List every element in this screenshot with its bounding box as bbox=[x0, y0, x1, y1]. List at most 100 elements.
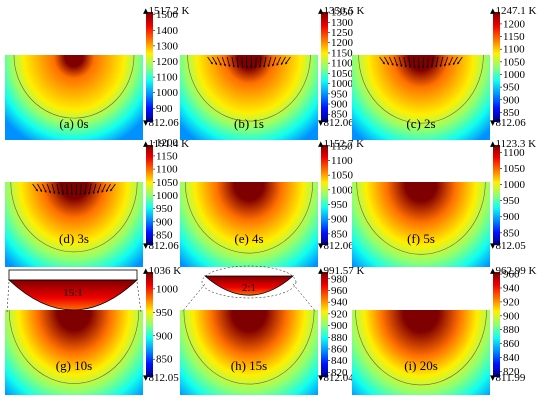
colorbar: 1100 1050 1000 950 900 850 ▴1123.3 K ▾812.05 bbox=[490, 138, 536, 252]
colorbar-gradient bbox=[146, 145, 153, 245]
colorbar-tick-label: 840 bbox=[503, 352, 520, 364]
colorbar-tick-label: 1000 bbox=[156, 283, 179, 295]
colorbar-max-label: ▴1247.1 K bbox=[490, 5, 537, 17]
colorbar-tick-label: 1100 bbox=[331, 155, 353, 167]
temperature-field bbox=[352, 310, 490, 395]
colorbar-tick-label: 860 bbox=[503, 338, 520, 350]
colorbar-tick-label: 950 bbox=[331, 88, 348, 100]
isotherm-contour bbox=[13, 54, 135, 119]
colorbar-tick-label: 1000 bbox=[331, 184, 354, 196]
colorbar-tick-label: 820 bbox=[331, 367, 348, 379]
panel-caption: (a) 0s bbox=[59, 116, 88, 131]
isotherm-contour bbox=[184, 181, 314, 254]
colorbar-gradient bbox=[493, 145, 500, 245]
panel-b: 1350130012501200115011001050100095090085… bbox=[180, 5, 365, 140]
colorbar-gradient bbox=[321, 12, 328, 122]
colorbar-tick-label: 950 bbox=[503, 195, 520, 207]
colorbar-tick-label: 850 bbox=[156, 354, 173, 366]
colorbar-tick-label: 1100 bbox=[503, 44, 525, 56]
colorbar-tick-label: 1250 bbox=[331, 27, 354, 39]
colorbar-gradient bbox=[146, 272, 153, 377]
panel-caption: (d) 3s bbox=[59, 231, 89, 246]
colorbar-tick-label: 1000 bbox=[503, 179, 526, 191]
colorbar-gradient bbox=[146, 12, 153, 122]
isotherm-contour bbox=[187, 54, 311, 122]
colorbar-tick-label: 950 bbox=[503, 82, 520, 94]
isotherm-contour bbox=[183, 309, 315, 385]
colorbar-min-label: ▾812.05 bbox=[490, 240, 526, 252]
colorbar-gradient bbox=[321, 145, 328, 245]
colorbar-tick-label: 1150 bbox=[331, 47, 353, 59]
colorbar-tick-label: 950 bbox=[331, 199, 348, 211]
colorbar-tick-label: 1100 bbox=[156, 164, 178, 176]
colorbar-tick-label: 900 bbox=[331, 320, 348, 332]
colorbar-tick-label: 850 bbox=[503, 107, 520, 119]
colorbar-tick-label: 880 bbox=[503, 324, 520, 336]
isotherm-contour bbox=[8, 309, 140, 384]
colorbar-tick-label: 1050 bbox=[331, 68, 354, 80]
velocity-arrows bbox=[379, 56, 463, 69]
inset-scale-ratio: 15:1 bbox=[63, 287, 83, 299]
colorbar-tick-label: 1150 bbox=[156, 150, 178, 162]
panel-e: 1150 1100 1050 1000 950 900 850 ▴1152.7 K ▾812.0… bbox=[180, 138, 364, 267]
isotherm-contour bbox=[10, 181, 138, 253]
velocity-arrows bbox=[32, 183, 116, 196]
panel-caption: (h) 15s bbox=[231, 358, 267, 373]
colorbar-min-label: ▾811.99 bbox=[490, 372, 526, 384]
colorbar-tick-label: 1150 bbox=[503, 31, 525, 43]
colorbar-min-label: ▾812.06 bbox=[490, 117, 526, 129]
colorbar-min-label: ▾812.06 bbox=[143, 240, 179, 252]
panel-f: 1100 1050 1000 950 900 850 ▴1123.3 K ▾812.05 (f)… bbox=[352, 138, 536, 267]
temperature-field bbox=[180, 182, 318, 267]
colorbar-tick-label: 1200 bbox=[156, 137, 179, 149]
colorbar-tick-label: 1000 bbox=[156, 87, 179, 99]
temperature-field bbox=[5, 310, 143, 395]
colorbar-tick-label: 850 bbox=[331, 228, 348, 240]
colorbar-tick-label: 850 bbox=[331, 109, 348, 121]
temperature-field bbox=[180, 310, 318, 395]
colorbar-tick-label: 1000 bbox=[331, 78, 354, 90]
colorbar-tick-label: 900 bbox=[503, 310, 520, 322]
colorbar-gradient bbox=[493, 272, 500, 377]
colorbar-min-label: ▾812.06 bbox=[318, 240, 354, 252]
colorbar: 1500 1400 1300 1200 1100 1000 900 ▴1517.2 K ▾812… bbox=[143, 5, 190, 129]
colorbar-tick-label: 1300 bbox=[331, 17, 354, 29]
colorbar-tick-label: 1200 bbox=[156, 56, 179, 68]
colorbar: 1350130012501200115011001050100095090085… bbox=[318, 5, 365, 129]
colorbar-tick-label: 840 bbox=[331, 355, 348, 367]
colorbar-tick-label: 920 bbox=[503, 296, 520, 308]
colorbar-tick-label: 1050 bbox=[503, 163, 526, 175]
colorbar-tick-label: 1200 bbox=[331, 37, 354, 49]
panel-a: 1500 1400 1300 1200 1100 1000 900 ▴1517.2 K ▾812… bbox=[5, 5, 190, 140]
colorbar-min-label: ▾812.06 bbox=[318, 117, 354, 129]
colorbar-tick-label: 850 bbox=[156, 229, 173, 241]
colorbar-tick-label: 880 bbox=[331, 332, 348, 344]
panel-caption: (b) 1s bbox=[234, 116, 264, 131]
colorbar-tick-label: 900 bbox=[503, 94, 520, 106]
temperature-field bbox=[5, 182, 143, 267]
colorbar-tick-label: 1050 bbox=[156, 177, 179, 189]
colorbar-gradient bbox=[321, 272, 328, 377]
colorbar-tick-label: 1300 bbox=[156, 40, 179, 52]
colorbar-tick-label: 1400 bbox=[156, 25, 179, 37]
colorbar-tick-label: 1000 bbox=[503, 69, 526, 81]
colorbar-max-label: ▴1123.3 K bbox=[490, 138, 536, 150]
panel-caption: (f) 5s bbox=[407, 231, 435, 246]
colorbar-tick-label: 950 bbox=[156, 307, 173, 319]
velocity-arrows bbox=[207, 56, 291, 69]
colorbar-tick-label: 1350 bbox=[331, 7, 354, 19]
colorbar-tick-label: 860 bbox=[331, 343, 348, 355]
colorbar-tick-label: 900 bbox=[156, 330, 173, 342]
colorbar: 1000 950 900 850 ▴1036 K ▾812.05 bbox=[143, 265, 181, 384]
colorbar-tick-label: 1050 bbox=[331, 170, 354, 182]
colorbar-tick-label: 850 bbox=[503, 227, 520, 239]
panel-caption: (c) 2s bbox=[406, 116, 435, 131]
colorbar-tick-label: 1100 bbox=[503, 147, 525, 159]
